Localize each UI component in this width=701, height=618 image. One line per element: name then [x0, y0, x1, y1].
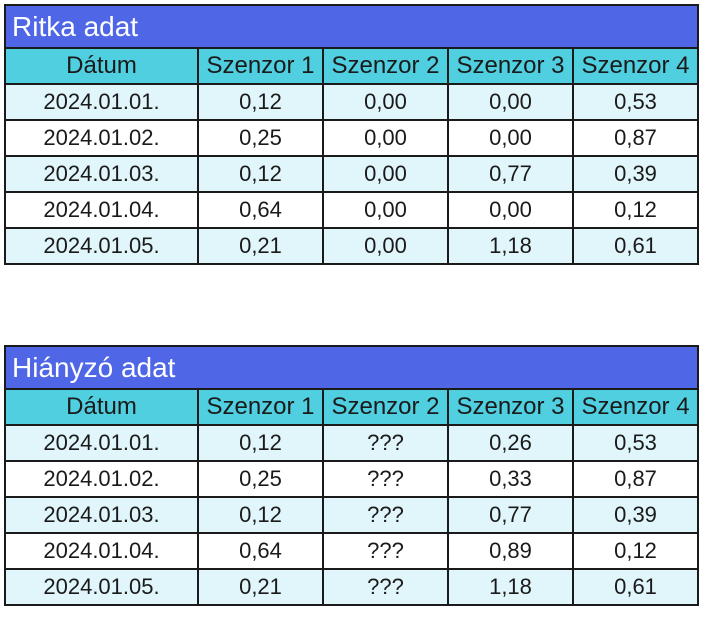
column-header-date: Dátum — [4, 47, 199, 85]
table-row: 2024.01.03. 0,12 0,00 0,77 0,39 — [4, 155, 700, 193]
date-cell: 2024.01.02. — [4, 460, 199, 498]
date-cell: 2024.01.04. — [4, 532, 199, 570]
sensor-1-cell: 0,25 — [197, 460, 324, 498]
sensor-4-cell: 0,39 — [571, 496, 700, 534]
column-header-sensor-3: Szenzor 3 — [447, 47, 574, 85]
table-title: Hiányzó adat — [3, 345, 700, 390]
table-row: 2024.01.01. 0,12 ??? 0,26 0,53 — [4, 424, 700, 462]
table-row: 2024.01.02. 0,25 0,00 0,00 0,87 — [4, 119, 700, 157]
table-row: 2024.01.05. 0,21 0,00 1,18 0,61 — [4, 227, 700, 265]
table-row: 2024.01.04. 0,64 ??? 0,89 0,12 — [4, 532, 700, 570]
sensor-2-cell: 0,00 — [322, 83, 449, 121]
sensor-4-cell: 0,12 — [571, 532, 700, 570]
sensor-2-cell: 0,00 — [322, 227, 449, 265]
table-title: Ritka adat — [3, 4, 700, 49]
sensor-2-cell: ??? — [322, 496, 449, 534]
sensor-1-cell: 0,64 — [197, 532, 324, 570]
sensor-3-cell: 0,89 — [447, 532, 574, 570]
date-cell: 2024.01.04. — [4, 191, 199, 229]
sensor-4-cell: 0,87 — [571, 460, 700, 498]
column-header-sensor-3: Szenzor 3 — [447, 388, 574, 426]
table-row: 2024.01.01. 0,12 0,00 0,00 0,53 — [4, 83, 700, 121]
table-row: 2024.01.02. 0,25 ??? 0,33 0,87 — [4, 460, 700, 498]
sensor-1-cell: 0,12 — [197, 496, 324, 534]
table-row: 2024.01.05. 0,21 ??? 1,18 0,61 — [4, 568, 700, 606]
sensor-2-cell: 0,00 — [322, 155, 449, 193]
sensor-2-cell: 0,00 — [322, 191, 449, 229]
date-cell: 2024.01.03. — [4, 155, 199, 193]
sensor-4-cell: 0,53 — [571, 83, 700, 121]
header-row: Dátum Szenzor 1 Szenzor 2 Szenzor 3 Szen… — [4, 47, 700, 85]
sensor-2-cell: ??? — [322, 424, 449, 462]
sensor-1-cell: 0,12 — [197, 155, 324, 193]
table-row: 2024.01.04. 0,64 0,00 0,00 0,12 — [4, 191, 700, 229]
column-header-sensor-1: Szenzor 1 — [197, 388, 324, 426]
sparse-data-table: Ritka adat Dátum Szenzor 1 Szenzor 2 Sze… — [3, 4, 700, 265]
sensor-1-cell: 0,21 — [197, 227, 324, 265]
column-header-sensor-2: Szenzor 2 — [322, 388, 449, 426]
sensor-3-cell: 0,26 — [447, 424, 574, 462]
missing-data-table: Hiányzó adat Dátum Szenzor 1 Szenzor 2 S… — [3, 345, 700, 606]
sensor-4-cell: 0,87 — [571, 119, 700, 157]
column-header-date: Dátum — [4, 388, 199, 426]
sensor-3-cell: 0,33 — [447, 460, 574, 498]
sensor-3-cell: 0,00 — [447, 119, 574, 157]
column-header-sensor-2: Szenzor 2 — [322, 47, 449, 85]
sensor-1-cell: 0,21 — [197, 568, 324, 606]
sensor-1-cell: 0,25 — [197, 119, 324, 157]
sensor-4-cell: 0,61 — [571, 227, 700, 265]
sensor-3-cell: 0,00 — [447, 83, 574, 121]
date-cell: 2024.01.05. — [4, 227, 199, 265]
date-cell: 2024.01.02. — [4, 119, 199, 157]
sensor-4-cell: 0,53 — [571, 424, 700, 462]
date-cell: 2024.01.01. — [4, 83, 199, 121]
date-cell: 2024.01.01. — [4, 424, 199, 462]
sensor-4-cell: 0,39 — [571, 155, 700, 193]
header-row: Dátum Szenzor 1 Szenzor 2 Szenzor 3 Szen… — [4, 388, 700, 426]
sensor-4-cell: 0,12 — [571, 191, 700, 229]
sensor-3-cell: 0,77 — [447, 496, 574, 534]
sensor-3-cell: 1,18 — [447, 568, 574, 606]
sensor-1-cell: 0,12 — [197, 424, 324, 462]
column-header-sensor-1: Szenzor 1 — [197, 47, 324, 85]
sensor-2-cell: ??? — [322, 568, 449, 606]
sensor-3-cell: 1,18 — [447, 227, 574, 265]
sensor-1-cell: 0,12 — [197, 83, 324, 121]
sensor-2-cell: ??? — [322, 532, 449, 570]
table-row: 2024.01.03. 0,12 ??? 0,77 0,39 — [4, 496, 700, 534]
sensor-1-cell: 0,64 — [197, 191, 324, 229]
sensor-4-cell: 0,61 — [571, 568, 700, 606]
sensor-3-cell: 0,77 — [447, 155, 574, 193]
sensor-3-cell: 0,00 — [447, 191, 574, 229]
sensor-2-cell: 0,00 — [322, 119, 449, 157]
date-cell: 2024.01.05. — [4, 568, 199, 606]
column-header-sensor-4: Szenzor 4 — [571, 47, 700, 85]
column-header-sensor-4: Szenzor 4 — [571, 388, 700, 426]
sensor-2-cell: ??? — [322, 460, 449, 498]
date-cell: 2024.01.03. — [4, 496, 199, 534]
